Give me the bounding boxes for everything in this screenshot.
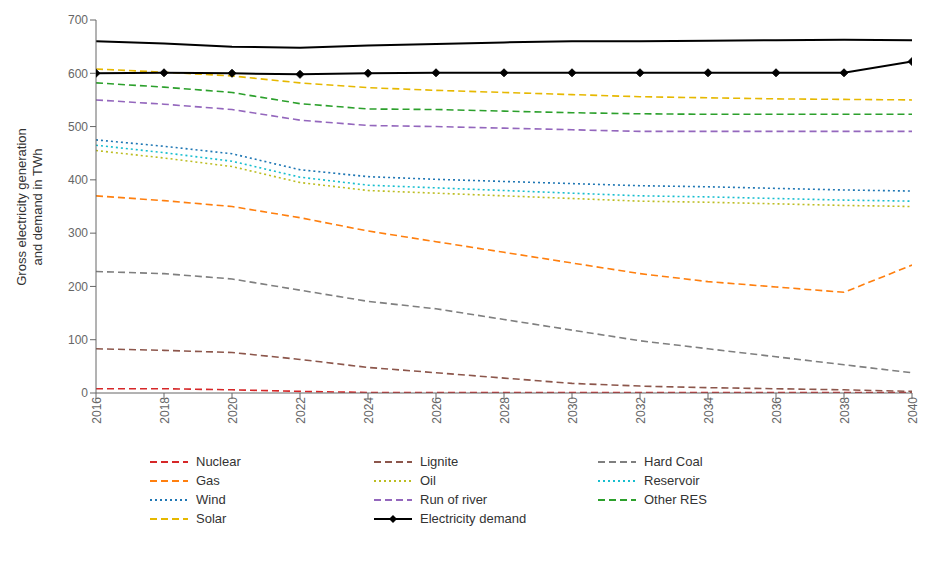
html-text:Nuclear: Nuclear: [196, 454, 241, 469]
svg-text:600: 600: [68, 67, 88, 81]
svg-text:2016: 2016: [90, 397, 104, 424]
svg-text:300: 300: [68, 226, 88, 240]
html-text:Gas: Gas: [196, 473, 220, 488]
html-text:Reservoir: Reservoir: [644, 473, 700, 488]
svg-text:2026: 2026: [430, 397, 444, 424]
svg-text:2018: 2018: [158, 397, 172, 424]
svg-text:100: 100: [68, 333, 88, 347]
html-text:Lignite: Lignite: [420, 454, 459, 469]
html-text:Hard Coal: Hard Coal: [644, 454, 703, 469]
svg-text:500: 500: [68, 120, 88, 134]
svg-text:2022: 2022: [294, 397, 308, 424]
html-text:and demand in TWh: and demand in TWh: [30, 148, 45, 265]
svg-text:2034: 2034: [702, 397, 716, 424]
svg-text:2028: 2028: [498, 397, 512, 424]
html-text:Solar: Solar: [196, 511, 227, 526]
svg-text:2032: 2032: [634, 397, 648, 424]
svg-text:200: 200: [68, 280, 88, 294]
svg-text:2024: 2024: [362, 397, 376, 424]
svg-text:2030: 2030: [566, 397, 580, 424]
svg-text:700: 700: [68, 13, 88, 27]
svg-text:2036: 2036: [770, 397, 784, 424]
svg-text:2038: 2038: [838, 397, 852, 424]
html-text:Oil: Oil: [420, 473, 436, 488]
svg-text:400: 400: [68, 173, 88, 187]
html-text:Run of river: Run of river: [420, 492, 488, 507]
html-text:Gross electricity generation: Gross electricity generation: [14, 127, 29, 286]
html-text:Electricity demand: Electricity demand: [420, 511, 527, 526]
svg-text:2020: 2020: [226, 397, 240, 424]
html-text:Other RES: Other RES: [644, 492, 707, 507]
svg-text:0: 0: [81, 386, 88, 400]
svg-text:2040: 2040: [906, 397, 920, 424]
html-text:Wind: Wind: [196, 492, 226, 507]
